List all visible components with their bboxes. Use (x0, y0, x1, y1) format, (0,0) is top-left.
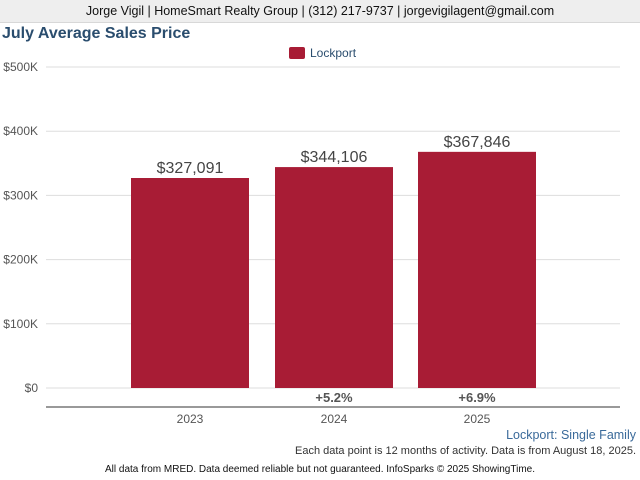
y-tick-label: $200K (3, 253, 38, 267)
x-tick-label: 2024 (321, 412, 348, 426)
bar-value-label: $327,091 (157, 160, 224, 177)
x-tick-label: 2025 (464, 412, 491, 426)
x-tick-label: 2023 (177, 412, 204, 426)
chart-title: July Average Sales Price (2, 25, 191, 42)
legend-label-lockport: Lockport (310, 46, 357, 60)
y-tick-label: $300K (3, 188, 38, 202)
y-tick-label: $0 (25, 381, 39, 395)
legend-swatch-lockport (289, 47, 305, 59)
bar-value-label: $367,846 (444, 134, 511, 151)
contact-line: Jorge Vigil | HomeSmart Realty Group | (… (85, 4, 555, 18)
bar-2025 (418, 151, 536, 388)
bar-value-label: $344,106 (301, 149, 368, 166)
percent-change-label: +6.9% (458, 390, 496, 405)
data-credit: All data from MRED. Data deemed reliable… (104, 464, 535, 475)
y-tick-label: $100K (3, 317, 38, 331)
percent-change-label: +5.2% (315, 390, 353, 405)
bar-2023 (131, 178, 249, 388)
series-footer-label: Lockport: Single Family (506, 428, 636, 442)
data-note: Each data point is 12 months of activity… (295, 445, 636, 457)
bar-2024 (275, 167, 393, 388)
y-tick-label: $400K (3, 124, 38, 138)
chart-legend[interactable]: Lockport (289, 45, 356, 61)
contact-header: Jorge Vigil | HomeSmart Realty Group | (… (0, 0, 640, 23)
y-tick-label: $500K (3, 60, 38, 74)
